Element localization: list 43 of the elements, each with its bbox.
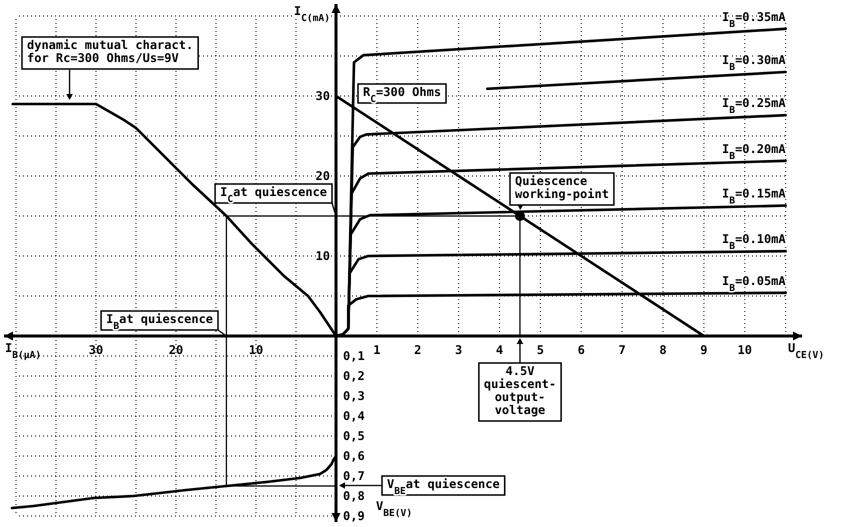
x-tick-label: 9 [700, 343, 708, 357]
series-label: R$_{C}$=300 Ohms [363, 85, 442, 104]
x-tick-label: 10 [248, 343, 264, 357]
x-tick-label: 4 [496, 343, 504, 357]
y-tick-label: 0,6 [343, 449, 365, 463]
series-label: I$_{B}$=0.20mA [722, 142, 786, 162]
series-label: I$_{B}$=0.35mA [722, 10, 786, 30]
x-axis-title: U$_{CE(V)}$ [788, 341, 824, 360]
y-tick-label: 0,8 [343, 489, 365, 503]
text: dynamic mutual charact. for Rc=300 Ohms/Us=9V [27, 38, 194, 65]
x-tick-label: 7 [618, 343, 626, 357]
y-axis-title: V$_{BE(V)}$ [376, 499, 412, 518]
series-label: I$_{B}$=0.05mA [722, 274, 786, 294]
x-tick-label: 2 [414, 343, 422, 357]
y-tick-label: 0,1 [343, 349, 365, 363]
x-tick-label: 20 [168, 343, 184, 357]
series-label: I$_{B}$=0.30mA [722, 53, 786, 72]
annotation: I$_{C}$at quiescence [220, 185, 328, 204]
x-tick-label: 3 [455, 343, 462, 357]
x-tick-label: 5 [536, 343, 544, 357]
y-tick-label: 0,3 [343, 389, 365, 403]
x-tick-label: 10 [738, 343, 752, 357]
series-label: I$_{B}$=0.25mA [722, 96, 786, 116]
series-label: I$_{B}$=0.15mA [722, 186, 786, 206]
y-tick-label: 0,2 [343, 369, 365, 383]
y-tick-label: 0,5 [343, 429, 365, 443]
y-tick-label: 30 [316, 89, 330, 103]
y-tick-label: 0,9 [343, 509, 365, 523]
y-tick-label: 20 [316, 169, 330, 183]
annotation: 4.5V quiescent- output- voltage [484, 364, 556, 417]
series-label: I$_{B}$=0.10mA [722, 232, 786, 252]
x-tick-label: 6 [578, 343, 585, 357]
annotation: Quiescence working-point [515, 174, 609, 201]
y-tick-label: 0,4 [343, 409, 365, 423]
x-tick-label: 1 [373, 343, 380, 357]
y-axis-title: I$_{C(mA)}$ [294, 4, 330, 24]
y-tick-label: 10 [316, 249, 330, 263]
annotation: I$_{B}$at quiescence [106, 312, 214, 332]
x-axis-title: I$_{B(µA)}$ [5, 341, 42, 360]
y-tick-label: 0,7 [343, 469, 365, 483]
text: V$_{BE}$at quiescence [387, 477, 500, 496]
x-tick-label: 30 [88, 343, 104, 357]
x-tick-label: 8 [659, 343, 667, 357]
